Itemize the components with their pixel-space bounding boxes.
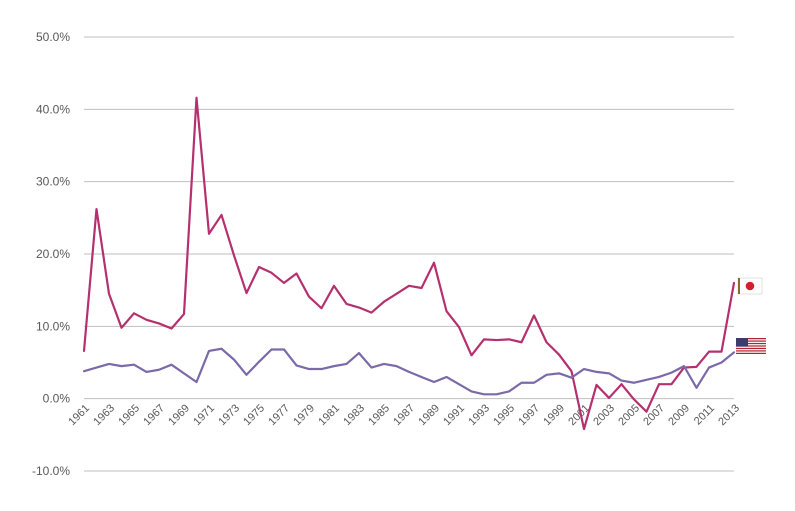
- x-tick-label: 2013: [716, 402, 742, 428]
- x-tick-label: 1989: [416, 402, 442, 428]
- y-tick-label: 30.0%: [36, 175, 70, 189]
- x-tick-label: 1977: [266, 402, 292, 428]
- x-tick-label: 1987: [391, 402, 417, 428]
- series-lines: [82, 96, 736, 431]
- x-tick-label: 1983: [341, 402, 367, 428]
- x-tick-label: 1991: [441, 402, 467, 428]
- y-tick-label: 0.0%: [43, 392, 71, 406]
- usa-flag-icon: [736, 338, 766, 354]
- x-tick-label: 1975: [241, 402, 267, 428]
- y-tick-label: 40.0%: [36, 102, 70, 116]
- x-tick-label: 2005: [616, 402, 642, 428]
- x-tick-label: 1979: [291, 402, 317, 428]
- x-tick-label: 2003: [591, 402, 617, 428]
- x-tick-label: 1981: [316, 402, 342, 428]
- japan-flag-icon: [737, 277, 763, 295]
- x-tick-label: 1967: [141, 402, 167, 428]
- x-tick-label: 1971: [191, 402, 217, 428]
- x-tick-label: 2011: [692, 402, 717, 427]
- x-tick-label: 1985: [366, 402, 392, 428]
- japan-series-line: [82, 96, 736, 431]
- x-tick-label: 1999: [541, 402, 567, 428]
- y-axis-tick-labels: -10.0% 0.0% 10.0% 20.0% 30.0% 40.0% 50.0%: [32, 30, 70, 478]
- x-tick-label: 2007: [641, 402, 667, 428]
- x-tick-label: 1993: [466, 402, 492, 428]
- x-tick-label: 2009: [666, 402, 692, 428]
- x-tick-label: 1963: [91, 402, 117, 428]
- y-tick-label: 10.0%: [36, 319, 70, 333]
- x-tick-label: 1997: [516, 402, 542, 428]
- y-tick-label: 50.0%: [36, 30, 70, 44]
- x-tick-label: 1965: [116, 402, 142, 428]
- x-tick-label: 1995: [491, 402, 517, 428]
- y-tick-label: 20.0%: [36, 247, 70, 261]
- usa-series-line: [82, 347, 736, 396]
- legend-flags: [736, 277, 766, 354]
- x-tick-label: 1973: [216, 402, 242, 428]
- x-tick-label: 1961: [66, 402, 92, 428]
- y-tick-label: -10.0%: [32, 464, 70, 478]
- x-tick-label: 1969: [166, 402, 192, 428]
